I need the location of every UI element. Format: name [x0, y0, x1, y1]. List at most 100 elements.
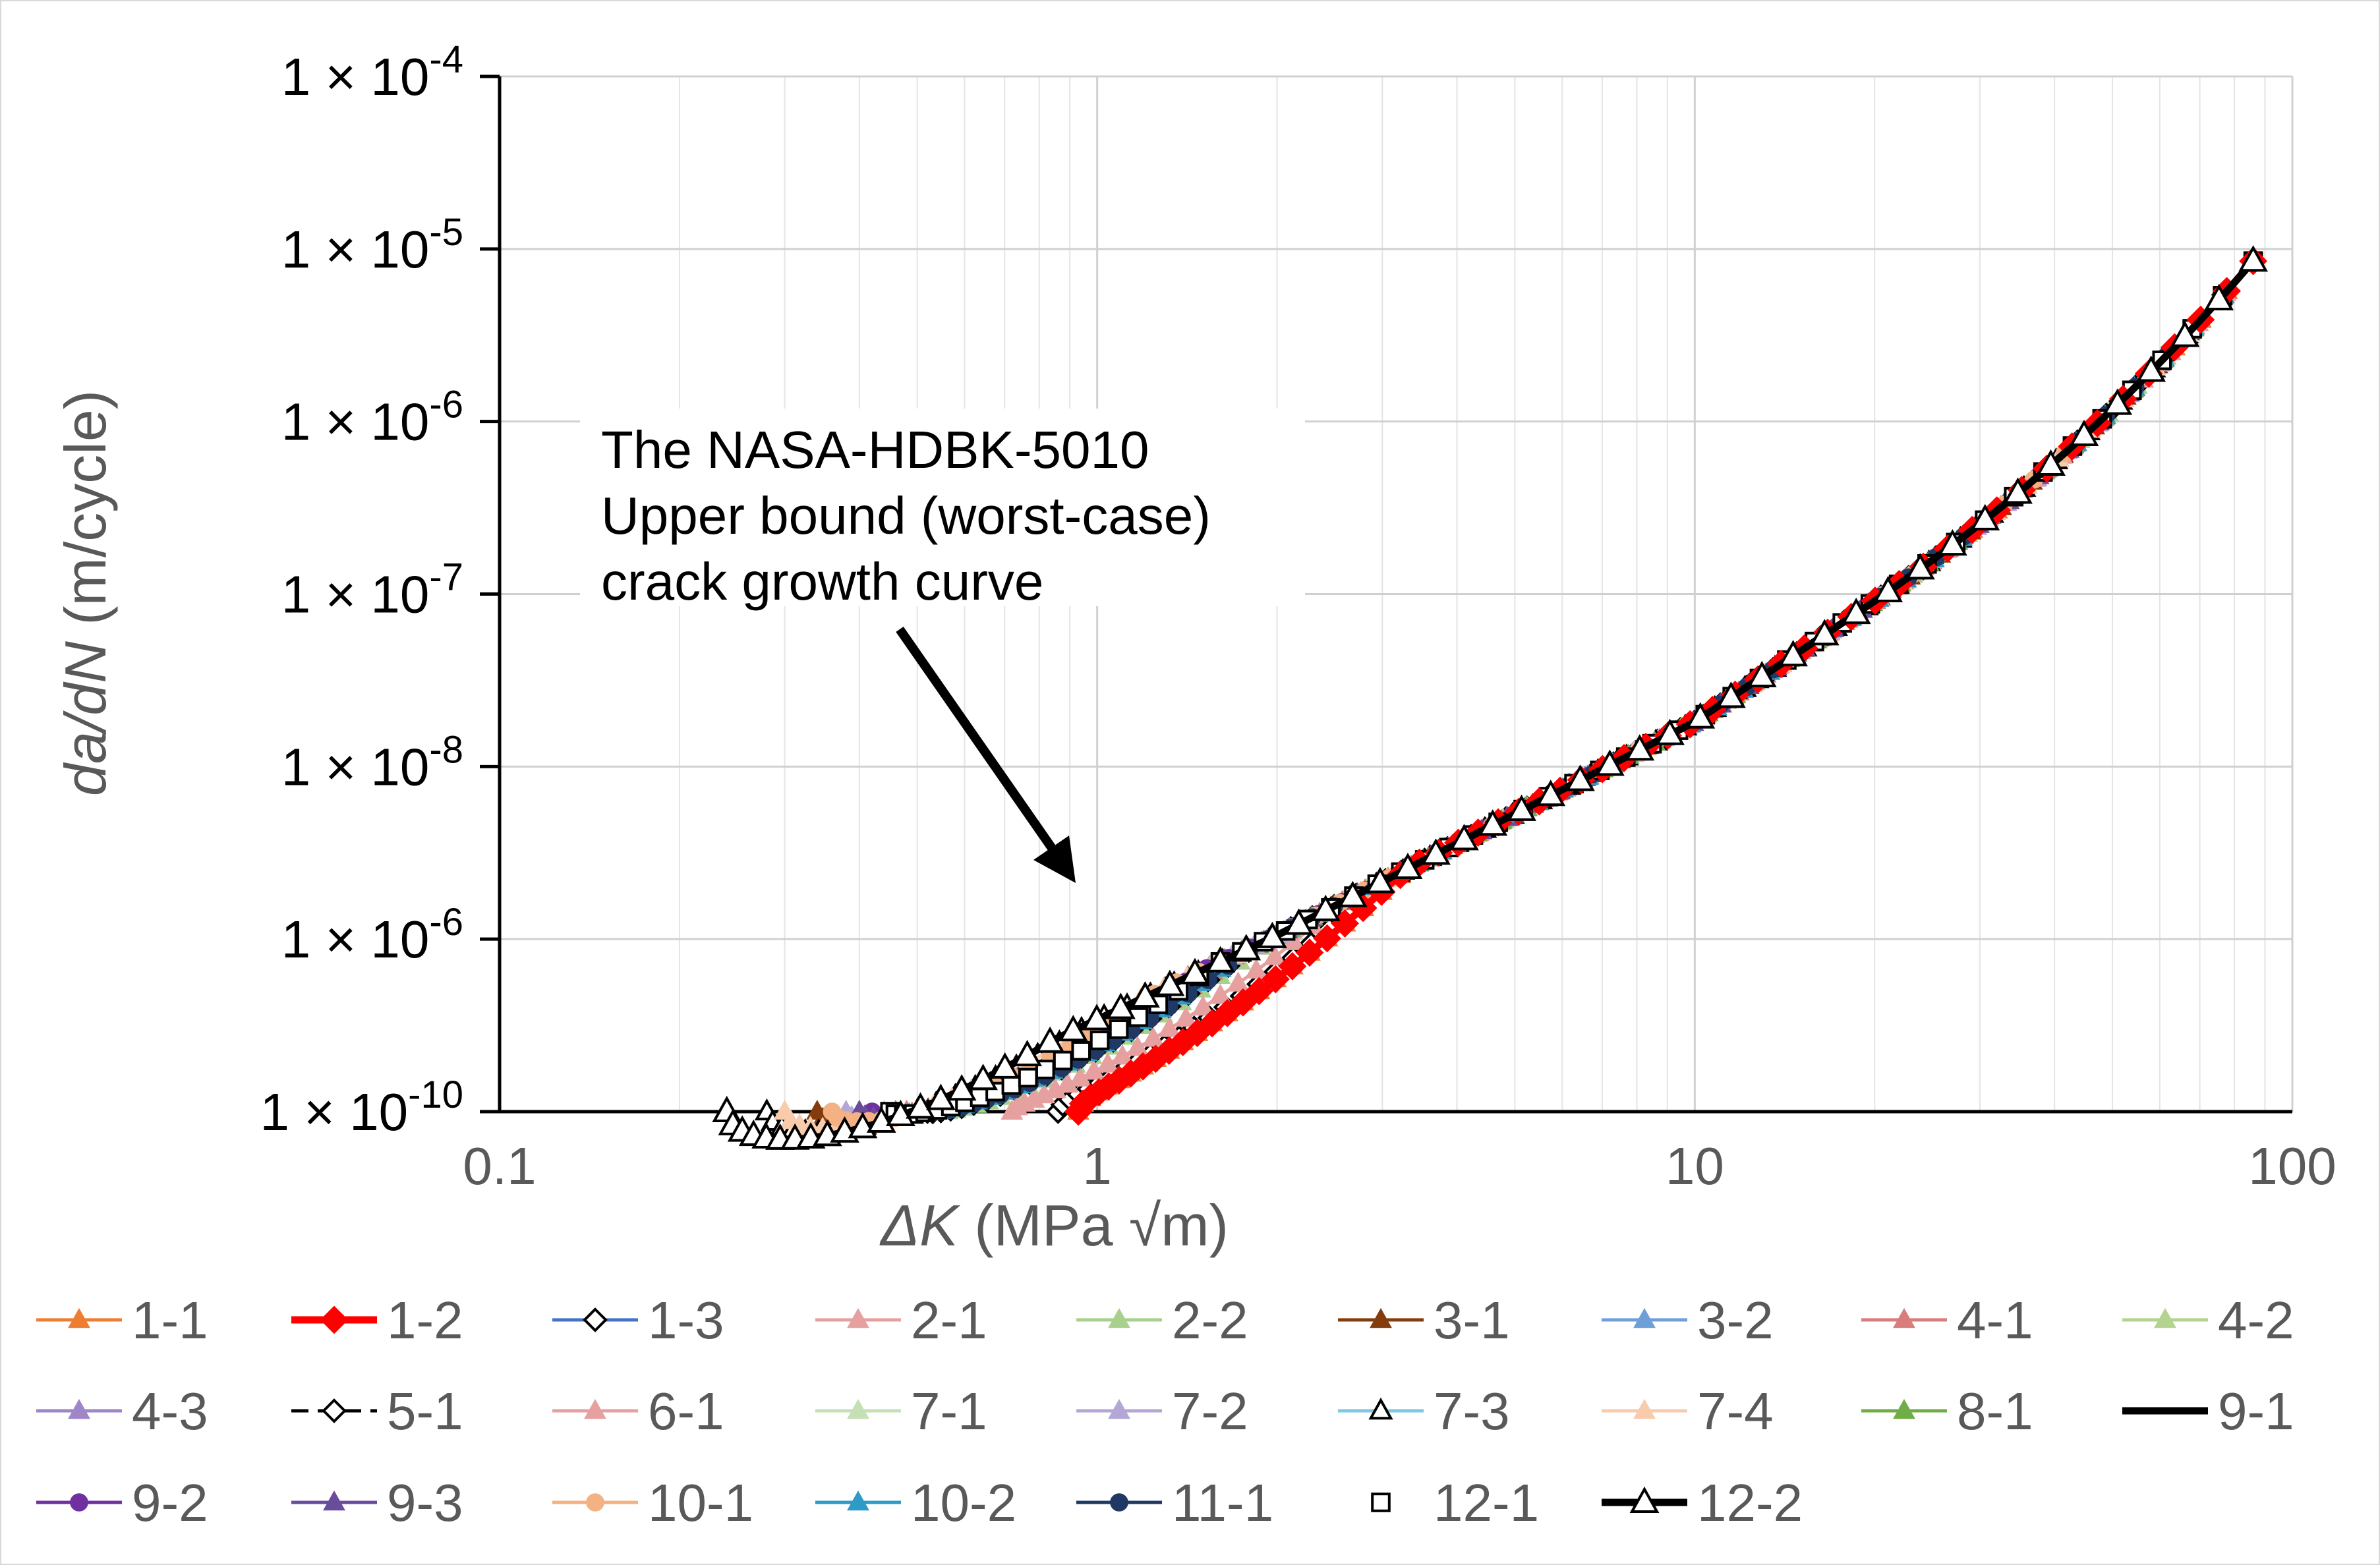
annotation: The NASA-HDBK-5010 Upper bound (worst-ca…	[580, 409, 1305, 883]
legend-item-4-1: 4-1	[1861, 1291, 2033, 1350]
y-tick-power: -6	[429, 901, 463, 944]
legend-swatch-marker	[322, 1398, 347, 1423]
series-point-12-2	[1106, 992, 1136, 1019]
x-tick-label: 0.1	[463, 1137, 536, 1195]
series-point-12-2	[1625, 734, 1655, 761]
series-point-6-1	[1175, 1006, 1198, 1027]
x-tick-label: 10	[1666, 1137, 1724, 1195]
legend-item-4-2: 4-2	[2122, 1291, 2294, 1350]
y-tick-label: 1 × 10-7	[281, 556, 463, 624]
legend-label: 3-2	[1697, 1291, 1774, 1350]
series-point-12-2	[2036, 449, 2066, 476]
series-point-12-2	[1565, 764, 1595, 791]
legend-item-9-3: 9-3	[291, 1473, 463, 1532]
legend-label: 10-2	[911, 1473, 1016, 1532]
series-point-12-1	[1018, 1067, 1038, 1088]
legend-swatch-marker	[583, 1307, 608, 1332]
series-point-12-2	[1393, 852, 1423, 880]
series-point-12-2	[2103, 388, 2133, 415]
legend-label: 9-3	[387, 1473, 463, 1532]
series-point-12-2	[926, 1083, 956, 1110]
legend-label: 7-2	[1172, 1382, 1248, 1440]
y-tick-power: -10	[408, 1073, 463, 1116]
y-tick-base: 1 × 10	[281, 910, 430, 969]
series-point-12-2	[1841, 598, 1871, 625]
series-point-6-1	[1263, 945, 1286, 965]
x-tick-label: 100	[2248, 1137, 2336, 1195]
legend-swatch-marker	[1108, 1398, 1130, 1419]
y-tick-label: 1 × 10-6	[281, 901, 463, 969]
y-axis-title-symbol: da/dN	[53, 641, 118, 796]
legend-label: 7-1	[911, 1382, 987, 1440]
legend-swatch-marker	[2154, 1307, 2176, 1328]
legend-swatch-marker	[68, 1398, 90, 1419]
legend-label: 2-2	[1172, 1291, 1248, 1350]
y-tick-power: -8	[429, 728, 463, 771]
annotation-line-1: The NASA-HDBK-5010	[601, 420, 1149, 479]
legend-item-1-2: 1-2	[291, 1291, 463, 1350]
series-point-12-2	[1747, 660, 1777, 687]
y-tick-label: 1 × 10-6	[281, 384, 463, 451]
series-point-12-2	[1778, 640, 1808, 667]
series-point-6-1	[1209, 984, 1232, 1004]
y-tick-label: 1 × 10-4	[281, 38, 463, 106]
series-point-12-2	[2170, 320, 2200, 347]
series-point-12-2	[1970, 503, 2000, 530]
y-tick-power: -6	[429, 384, 463, 426]
y-tick-base: 1 × 10	[281, 393, 430, 451]
series-point-12-2	[1082, 1004, 1112, 1031]
y-tick-base: 1 × 10	[281, 737, 430, 796]
legend-item-1-1: 1-1	[36, 1291, 208, 1350]
legend-swatch-marker	[584, 1398, 606, 1419]
series-point-12-2	[1012, 1039, 1042, 1067]
legend-item-11-1: 11-1	[1076, 1473, 1273, 1532]
data-series	[712, 245, 2269, 1150]
y-tick-label: 1 × 10-5	[281, 211, 463, 279]
y-tick-power: -7	[429, 556, 463, 599]
series-point-12-2	[1478, 809, 1508, 836]
series-point-12-2	[1716, 681, 1746, 708]
series-point-12-2	[990, 1052, 1020, 1079]
x-axis-ticks: 0.1 1 10 100	[463, 1137, 2336, 1195]
series-point-12-1	[1071, 1040, 1091, 1061]
series-point-12-2	[1873, 575, 1903, 602]
x-tick-label: 1	[1082, 1137, 1112, 1195]
legend-label: 5-1	[387, 1382, 463, 1440]
legend-label: 12-1	[1434, 1473, 1539, 1532]
legend-swatch-marker	[847, 1398, 869, 1419]
series-point-12-2	[1130, 981, 1160, 1008]
series-point-12-2	[1180, 957, 1210, 984]
series-point-1-2	[1261, 965, 1290, 994]
legend-label: 1-2	[387, 1291, 463, 1350]
legend-item-7-4: 7-4	[1602, 1382, 1774, 1440]
annotation-line-3: crack growth curve	[601, 552, 1043, 611]
series-point-12-2	[1809, 619, 1840, 646]
legend-label: 11-1	[1172, 1473, 1273, 1532]
legend-swatch-marker	[1370, 1307, 1392, 1328]
series-point-12-2	[1594, 749, 1625, 776]
legend-label: 1-3	[648, 1291, 724, 1350]
series-point-6-1	[1227, 971, 1250, 992]
legend-swatch-marker	[1368, 1397, 1393, 1420]
legend-swatch-marker	[1629, 1486, 1660, 1513]
series-point-12-2	[1905, 553, 1935, 580]
series-point-1-2	[1229, 988, 1258, 1017]
series-point-6-1	[1158, 1017, 1181, 1037]
legend-label: 6-1	[648, 1382, 724, 1440]
legend-swatch-marker	[1633, 1398, 1656, 1419]
series-point-12-2	[1284, 908, 1314, 935]
annotation-arrowhead	[1033, 836, 1076, 883]
legend-swatch-marker	[847, 1307, 869, 1328]
series-point-12-2	[886, 1099, 915, 1127]
legend-label: 1-1	[132, 1291, 208, 1350]
legend-label: 8-1	[1957, 1382, 2033, 1440]
series-point-12-2	[2136, 355, 2166, 382]
legend-item-10-1: 10-1	[552, 1473, 753, 1532]
legend-item-6-1: 6-1	[552, 1382, 724, 1440]
series-point-12-2	[1507, 794, 1536, 821]
series-point-1-2	[1278, 952, 1307, 981]
legend-label: 9-2	[132, 1473, 208, 1532]
legend-item-1-3: 1-3	[552, 1291, 724, 1350]
